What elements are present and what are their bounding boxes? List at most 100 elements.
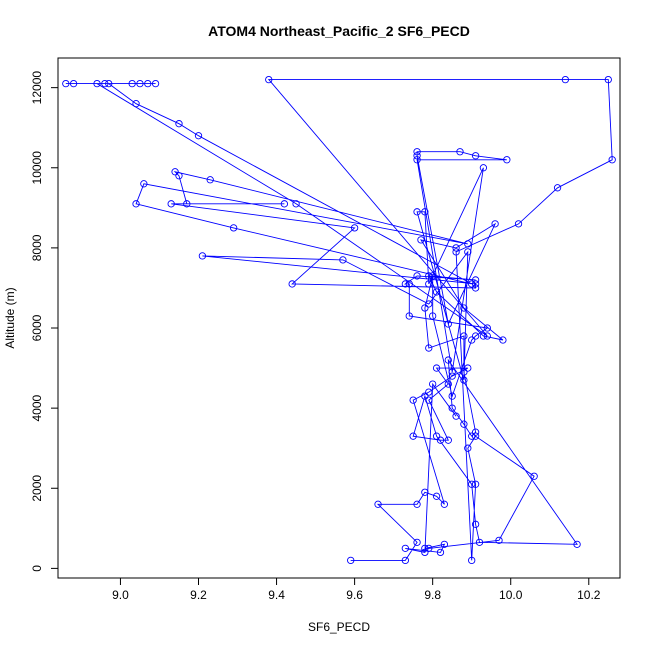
data-point: [499, 336, 507, 344]
data-point: [374, 500, 382, 508]
data-point: [464, 444, 472, 452]
data-point: [444, 320, 452, 328]
data-point: [175, 120, 183, 128]
data-point: [350, 224, 359, 232]
data-point: [444, 436, 452, 444]
data-point: [421, 488, 429, 496]
data-point: [452, 248, 460, 256]
data-point: [471, 276, 480, 284]
data-point: [432, 432, 441, 440]
data-point: [339, 256, 347, 264]
x-tick-label: 10.2: [577, 588, 601, 602]
data-point: [409, 396, 417, 404]
data-point: [413, 156, 421, 164]
data-point: [471, 284, 480, 292]
data-point: [151, 79, 160, 88]
data-point: [460, 332, 468, 340]
data-point: [198, 252, 207, 260]
data-point: [405, 280, 413, 288]
data-point: [417, 236, 425, 244]
data-point: [471, 520, 480, 528]
data-point: [444, 380, 452, 388]
data-point: [62, 79, 70, 88]
data-point: [194, 132, 203, 140]
data-point: [448, 372, 456, 380]
data-point: [468, 280, 476, 288]
data-point: [128, 79, 136, 88]
data-point: [421, 208, 429, 216]
data-point: [468, 432, 476, 440]
data-point: [464, 248, 472, 256]
data-point: [421, 544, 429, 553]
data-point: [456, 148, 464, 156]
data-point: [436, 548, 445, 557]
data-point: [421, 392, 429, 400]
plot-frame: [57, 57, 621, 579]
data-point: [265, 75, 273, 84]
data-point: [608, 156, 616, 164]
data-point: [429, 272, 437, 280]
x-tick-label: 9.0: [112, 588, 129, 602]
data-point: [471, 332, 480, 340]
data-point: [206, 176, 214, 184]
data-point: [468, 480, 476, 488]
y-axis-label: Altitude (m): [3, 287, 17, 348]
y-tick-label: 10000: [30, 151, 44, 185]
data-point: [471, 432, 480, 440]
data-point: [413, 148, 421, 156]
x-tick-label: 9.2: [190, 588, 207, 602]
data-point: [471, 428, 480, 436]
data-point: [288, 280, 296, 288]
data-point: [468, 556, 476, 565]
data-point: [530, 472, 538, 480]
data-point: [573, 540, 581, 548]
data-point: [105, 79, 113, 88]
data-point: [483, 332, 491, 340]
data-point: [401, 544, 409, 553]
data-point: [413, 538, 421, 546]
data-point: [479, 164, 488, 172]
data-point: [448, 404, 456, 412]
x-tick-label: 9.4: [268, 588, 285, 602]
data-point: [229, 224, 238, 232]
y-tick-label: 4000: [30, 394, 44, 421]
data-point: [460, 304, 468, 312]
data-point: [483, 324, 491, 332]
data-point: [425, 544, 433, 553]
data-point: [413, 208, 421, 216]
data-point: [440, 540, 449, 548]
y-tick-label: 12000: [30, 71, 44, 105]
data-point: [425, 396, 433, 404]
data-point: [495, 536, 503, 544]
data-point: [452, 412, 460, 420]
data-point: [491, 220, 499, 228]
data-point: [425, 272, 433, 280]
data-point: [561, 75, 570, 84]
data-point: [132, 100, 140, 108]
data-point: [405, 312, 413, 320]
data-point: [471, 152, 480, 160]
data-point: [553, 184, 562, 192]
data-point: [432, 492, 441, 500]
data-point: [140, 180, 148, 188]
data-point: [421, 548, 429, 557]
data-point: [514, 220, 523, 228]
x-axis-label: SF6_PECD: [308, 620, 370, 634]
data-point: [460, 368, 468, 376]
data-point: [144, 79, 152, 88]
y-tick-label: 8000: [30, 234, 44, 261]
y-tick-label: 2000: [30, 475, 44, 502]
data-point: [175, 172, 183, 180]
data-point: [448, 368, 456, 376]
data-point: [171, 168, 179, 176]
data-point: [432, 288, 441, 296]
data-point: [475, 538, 484, 546]
y-axis: 0 2000 4000 6000 8000 10000 12000: [30, 71, 59, 572]
data-point: [413, 272, 421, 280]
data-point: [479, 332, 488, 340]
data-point: [167, 200, 175, 208]
data-point: [425, 300, 433, 308]
data-point: [471, 280, 480, 288]
series-layer: [62, 75, 616, 565]
